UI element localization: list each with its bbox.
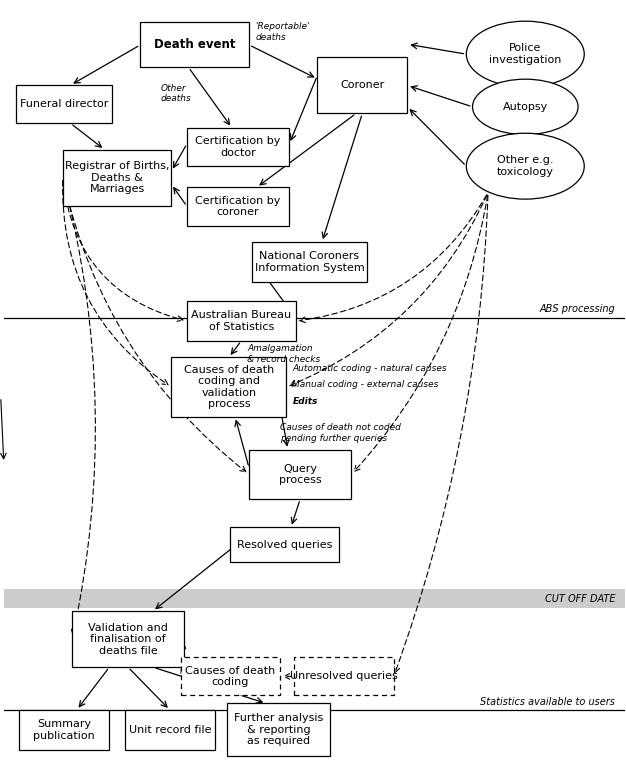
FancyBboxPatch shape	[181, 657, 280, 696]
Text: Summary
publication: Summary publication	[33, 719, 95, 741]
FancyBboxPatch shape	[187, 301, 295, 341]
Text: Unresolved queries: Unresolved queries	[290, 671, 398, 681]
Text: Further analysis
& reporting
as required: Further analysis & reporting as required	[234, 713, 323, 746]
Ellipse shape	[466, 133, 584, 199]
FancyBboxPatch shape	[72, 611, 184, 667]
Text: Statistics available to users: Statistics available to users	[480, 697, 615, 707]
Text: Query
process: Query process	[279, 464, 322, 485]
Text: Causes of death
coding and
validation
process: Causes of death coding and validation pr…	[183, 365, 274, 409]
Text: Other e.g.
toxicology: Other e.g. toxicology	[497, 156, 554, 177]
Text: Other
deaths: Other deaths	[160, 84, 192, 103]
Text: Coroner: Coroner	[340, 80, 384, 91]
Text: Resolved queries: Resolved queries	[237, 539, 332, 550]
Text: Validation and
finalisation of
deaths file: Validation and finalisation of deaths fi…	[88, 622, 168, 656]
FancyBboxPatch shape	[227, 704, 330, 756]
FancyBboxPatch shape	[16, 85, 113, 123]
FancyBboxPatch shape	[187, 187, 289, 225]
FancyBboxPatch shape	[230, 527, 339, 562]
Text: Unit record file: Unit record file	[128, 724, 211, 735]
Text: Australian Bureau
of Statistics: Australian Bureau of Statistics	[191, 310, 291, 332]
Text: Amalgamation
& record checks: Amalgamation & record checks	[247, 344, 321, 364]
Text: Death event: Death event	[154, 39, 235, 51]
FancyBboxPatch shape	[63, 149, 172, 206]
Bar	[4, 589, 625, 608]
Text: Causes of death not coded
pending further queries: Causes of death not coded pending furthe…	[280, 423, 401, 443]
Text: Certification by
coroner: Certification by coroner	[195, 196, 281, 217]
FancyBboxPatch shape	[252, 242, 367, 282]
FancyBboxPatch shape	[187, 128, 289, 166]
Text: CUT OFF DATE: CUT OFF DATE	[545, 594, 615, 604]
FancyBboxPatch shape	[249, 450, 351, 499]
Text: Manual coding - external causes: Manual coding - external causes	[292, 380, 439, 389]
Text: Automatic coding - natural causes: Automatic coding - natural causes	[292, 364, 447, 373]
FancyBboxPatch shape	[172, 358, 286, 416]
Ellipse shape	[466, 21, 584, 87]
Text: ABS processing: ABS processing	[540, 304, 615, 314]
FancyBboxPatch shape	[317, 57, 408, 114]
Text: 'Reportable'
deaths: 'Reportable' deaths	[255, 22, 310, 42]
Text: Certification by
doctor: Certification by doctor	[195, 136, 281, 158]
Text: Registrar of Births,
Deaths &
Marriages: Registrar of Births, Deaths & Marriages	[65, 161, 170, 194]
Text: Police
investigation: Police investigation	[489, 43, 562, 65]
Text: National Coroners
Information System: National Coroners Information System	[255, 251, 364, 272]
FancyBboxPatch shape	[294, 657, 394, 696]
Text: Autopsy: Autopsy	[503, 102, 548, 112]
Text: Causes of death
coding: Causes of death coding	[185, 666, 275, 687]
Text: Edits: Edits	[292, 397, 318, 406]
FancyBboxPatch shape	[19, 710, 110, 749]
Text: Funeral director: Funeral director	[20, 99, 108, 109]
FancyBboxPatch shape	[140, 22, 249, 67]
FancyBboxPatch shape	[125, 710, 215, 749]
Ellipse shape	[473, 79, 578, 135]
